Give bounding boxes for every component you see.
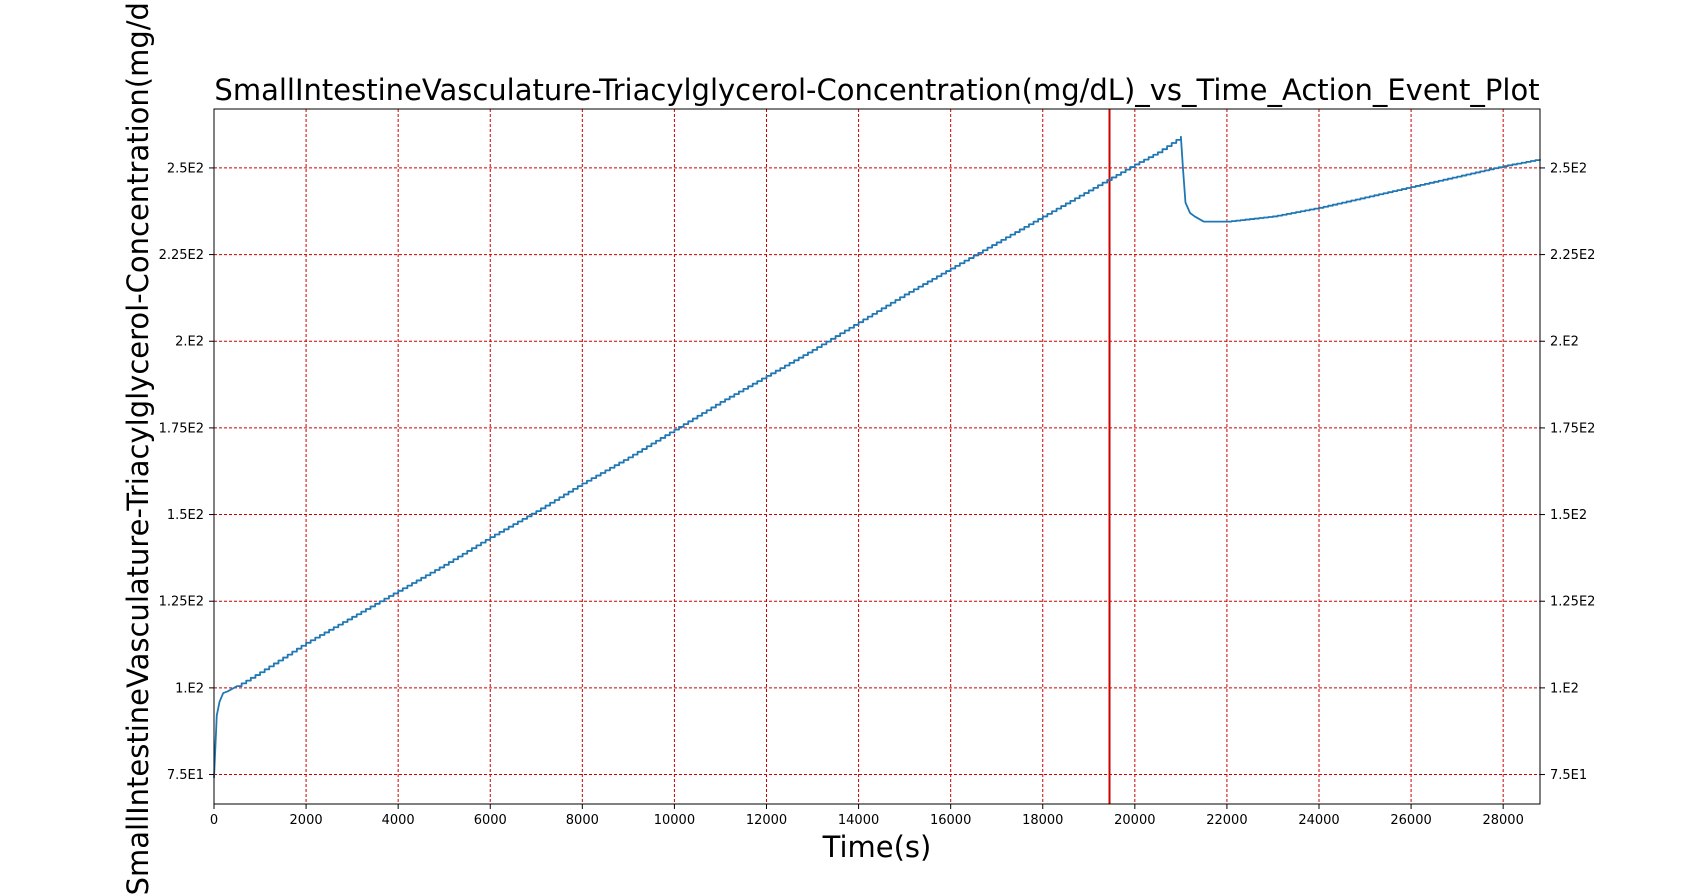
x-tick-label: 2000 xyxy=(290,813,323,828)
x-tick-label: 28000 xyxy=(1482,813,1523,828)
x-axis-ticks: 0 2000 4000 6000 8000 10000 12000 14000 16000 180… xyxy=(210,804,1524,828)
x-tick-label: 10000 xyxy=(654,813,695,828)
x-tick-label: 24000 xyxy=(1298,813,1339,828)
x-tick-label: 18000 xyxy=(1022,813,1063,828)
y-axis-ticks-right: 7.5E1 1.E2 1.25E2 1.5E2 1.75E2 2.E2 2.25E2 2.5E… xyxy=(1540,161,1595,783)
y-tick-label-right: 7.5E1 xyxy=(1550,768,1587,783)
y-tick-label-right: 1.75E2 xyxy=(1550,421,1595,436)
x-tick-label: 4000 xyxy=(382,813,415,828)
y-tick-label-left: 1.75E2 xyxy=(159,421,204,436)
y-tick-label-right: 2.E2 xyxy=(1550,335,1579,350)
y-tick-label-right: 1.25E2 xyxy=(1550,595,1595,610)
x-tick-label: 0 xyxy=(210,813,218,828)
chart-title: SmallIntestineVasculature-Triacylglycero… xyxy=(214,73,1539,107)
x-tick-label: 6000 xyxy=(474,813,507,828)
y-tick-label-right: 2.5E2 xyxy=(1550,161,1587,176)
x-tick-label: 8000 xyxy=(566,813,599,828)
y-tick-label-left: 1.5E2 xyxy=(167,508,204,523)
x-tick-label: 22000 xyxy=(1206,813,1247,828)
y-tick-label-right: 2.25E2 xyxy=(1550,248,1595,263)
series-line xyxy=(213,135,1541,779)
y-tick-label-left: 2.25E2 xyxy=(159,248,204,263)
y-tick-label-left: 7.5E1 xyxy=(167,768,204,783)
x-tick-label: 20000 xyxy=(1114,813,1155,828)
x-tick-label: 16000 xyxy=(930,813,971,828)
series-lines xyxy=(213,135,1541,779)
y-tick-label-left: 1.E2 xyxy=(175,681,204,696)
y-axis-label: SmallIntestineVasculature-Triacylglycero… xyxy=(121,0,155,895)
y-tick-label-left: 2.5E2 xyxy=(167,161,204,176)
y-tick-label-left: 1.25E2 xyxy=(159,595,204,610)
x-tick-label: 26000 xyxy=(1390,813,1431,828)
y-axis-ticks-left: 7.5E1 1.E2 1.25E2 1.5E2 1.75E2 2.E2 2.25E2 2.5E… xyxy=(159,161,214,783)
x-tick-label: 12000 xyxy=(746,813,787,828)
grid-lines xyxy=(214,109,1540,804)
y-tick-label-right: 1.E2 xyxy=(1550,681,1579,696)
x-axis-label: Time(s) xyxy=(822,830,932,864)
plot-area-frame xyxy=(213,108,1541,805)
x-tick-label: 14000 xyxy=(838,813,879,828)
y-tick-label-right: 1.5E2 xyxy=(1550,508,1587,523)
y-tick-label-left: 2.E2 xyxy=(175,335,204,350)
